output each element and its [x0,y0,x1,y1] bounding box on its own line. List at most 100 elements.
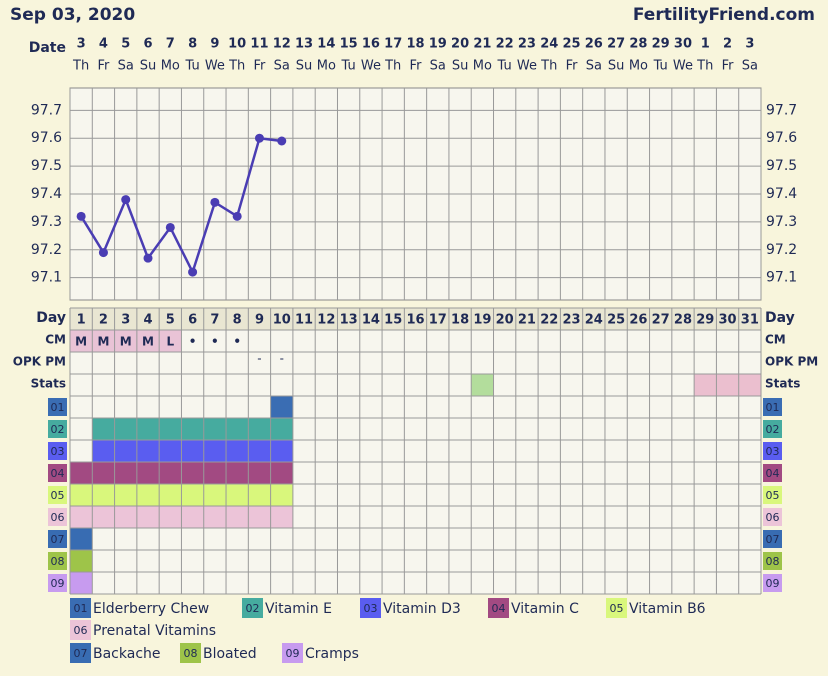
weekday-label: Tu [497,59,512,74]
stats-cell [471,374,494,396]
temp-point [76,211,86,221]
day-number: 6 [188,313,197,328]
date-label: 3 [77,37,86,52]
cm-value: • [233,335,241,349]
cm-cell [70,330,93,352]
legend-code: 06 [74,624,88,637]
date-label: 28 [629,37,647,52]
opk-value: - [257,352,261,366]
weekday-label: Fr [722,59,735,74]
chart-title: Sep 03, 2020 [10,5,135,25]
y-tick-label-right: 97.1 [766,270,797,286]
legend-code: 07 [74,647,88,660]
day-number: 18 [451,313,469,328]
date-label: 23 [518,37,536,52]
track-code: 03 [51,445,65,458]
track-code-box [48,398,67,416]
cm-value: M [75,335,87,349]
legend-swatch [360,598,381,618]
stats-label-right: Stats [765,377,800,391]
track-code-box [48,420,67,438]
day-number: 2 [99,313,108,328]
temp-point [188,267,198,277]
date-label: 6 [143,37,152,52]
track-code-box [48,464,67,482]
day-number: 22 [540,313,558,328]
date-label: Date [29,40,66,56]
cm-value: L [166,335,174,349]
track-code-right-box [763,574,782,592]
cm-value: M [120,335,132,349]
weekday-label: Th [228,59,245,74]
track-cells [92,418,293,440]
legend-swatch [242,598,263,618]
day-number: 25 [607,313,625,328]
legend-label: Bloated [203,646,257,662]
day-number: 10 [273,313,291,328]
temp-point [121,195,131,205]
weekday-label: Fr [97,59,110,74]
date-label: 27 [607,37,625,52]
legend-swatch [282,643,303,663]
temp-point [98,248,108,258]
weekday-label: Su [452,59,469,74]
opk-value: - [280,352,284,366]
day-number: 20 [496,313,514,328]
day-number: 4 [143,313,152,328]
track-code: 05 [51,489,65,502]
date-label: 8 [188,37,197,52]
y-tick-label: 97.3 [31,214,62,230]
temp-line [80,136,282,276]
date-label: 2 [723,37,732,52]
y-tick-label: 97.1 [31,270,62,286]
date-label: 24 [540,37,558,52]
track-code-right-box [763,530,782,548]
track-code-right: 09 [766,577,780,590]
day-label-right: Day [765,310,795,326]
date-label: 1 [701,37,710,52]
track-code-right-box [763,552,782,570]
track-code-right: 02 [766,423,780,436]
track-code-right: 08 [766,555,780,568]
track-code-right: 06 [766,511,780,524]
track-cells [92,440,293,462]
weekday-label: Tu [341,59,356,74]
date-label: 22 [496,37,514,52]
track-code-box [48,552,67,570]
legend-swatch [70,620,91,640]
weekday-label: Mo [629,59,648,74]
weekday-label: Su [608,59,625,74]
weekday-label: Fr [410,59,423,74]
day-number: 5 [166,313,175,328]
day-number: 28 [674,313,692,328]
cm-cell [92,330,115,352]
date-label: 20 [451,37,469,52]
weekday-label: Sa [118,59,134,74]
y-tick-label-right: 97.4 [766,186,797,202]
cm-value: M [142,335,154,349]
day-number: 9 [255,313,264,328]
y-tick-label-right: 97.6 [766,130,797,146]
weekday-label: Th [384,59,401,74]
day-label: Day [36,310,66,326]
legend-code: 01 [74,602,88,615]
weekday-label: Fr [254,59,267,74]
track-code: 06 [51,511,65,524]
cm-value: • [211,335,219,349]
date-label: 15 [340,37,358,52]
track-cells [70,550,93,572]
track-code: 09 [51,577,65,590]
legend-label: Vitamin D3 [383,601,461,617]
legend-code: 05 [610,602,624,615]
date-label: 9 [210,37,219,52]
weekday-label: Th [72,59,89,74]
weekday-label: Mo [473,59,492,74]
track-code: 02 [51,423,65,436]
day-number: 17 [429,313,447,328]
weekday-label: Th [540,59,557,74]
day-number: 12 [317,313,335,328]
cm-cell [159,330,182,352]
date-label: 5 [121,37,130,52]
